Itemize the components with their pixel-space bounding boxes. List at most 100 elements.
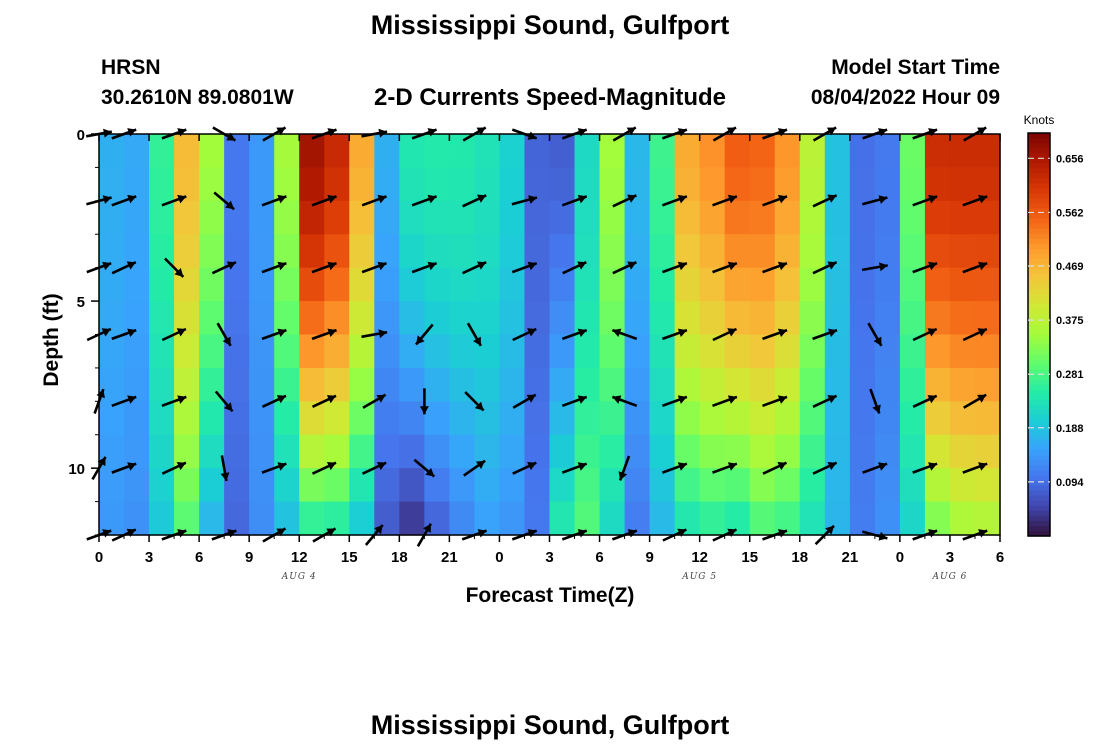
current-vector xyxy=(361,194,387,207)
heatmap-cell xyxy=(449,501,476,536)
current-vector xyxy=(661,261,688,274)
heatmap-cell xyxy=(824,134,851,169)
heatmap-cell xyxy=(399,434,425,469)
colorbar-segment xyxy=(1028,208,1050,215)
heatmap-cell xyxy=(174,468,200,503)
heatmap-cell xyxy=(499,200,526,235)
heatmap-cell xyxy=(949,468,976,503)
x-tick-label: 6 xyxy=(595,549,603,566)
heatmap-cell xyxy=(499,334,526,369)
heatmap-cell xyxy=(399,267,425,302)
colorbar-segment xyxy=(1028,490,1050,497)
current-vector xyxy=(812,461,838,475)
heatmap-cell xyxy=(874,167,901,202)
heatmap-cell xyxy=(799,134,826,169)
heatmap-cell xyxy=(149,334,175,369)
heatmap-cell xyxy=(599,334,626,369)
heatmap-cell xyxy=(849,334,876,369)
current-vector xyxy=(812,394,838,408)
heatmap-cell xyxy=(649,200,676,235)
heatmap-cell xyxy=(849,167,876,202)
heatmap-cell xyxy=(349,367,375,402)
x-axis-label: Forecast Time(Z) xyxy=(465,584,635,607)
colorbar-segment xyxy=(1028,450,1050,456)
heatmap-cell xyxy=(99,401,125,436)
heatmap-cell xyxy=(199,401,225,436)
heatmap-cell xyxy=(899,434,926,469)
current-vector xyxy=(661,395,688,408)
colorbar-segment xyxy=(1028,364,1050,371)
heatmap-cell xyxy=(199,267,225,302)
colorbar-tick-label: 0.469 xyxy=(1056,261,1084,273)
heatmap-cell xyxy=(424,200,450,235)
heatmap-cell xyxy=(774,134,801,169)
heatmap-cell xyxy=(899,301,926,336)
current-vector xyxy=(912,327,938,342)
colorbar-tick-label: 0.375 xyxy=(1056,315,1084,327)
heatmap-cell xyxy=(824,200,851,235)
heatmap-cell xyxy=(799,301,826,336)
current-vector xyxy=(963,393,987,409)
current-vector xyxy=(661,194,688,207)
current-vector xyxy=(411,261,438,274)
current-vector xyxy=(561,194,588,207)
heatmap-cell xyxy=(849,267,876,302)
heatmap-cell xyxy=(949,167,976,202)
current-vector xyxy=(261,328,287,341)
heatmap-cell xyxy=(399,134,425,169)
colorbar-segment xyxy=(1028,505,1050,512)
heatmap-cell xyxy=(374,334,400,369)
colorbar-segment xyxy=(1028,263,1050,270)
heatmap-cell xyxy=(349,434,375,469)
current-vector xyxy=(612,194,637,208)
x-tick-label: 18 xyxy=(391,549,408,566)
heatmap-cell xyxy=(649,434,676,469)
heatmap-cell xyxy=(649,367,676,402)
heatmap-cell xyxy=(749,134,776,169)
heatmap-cell xyxy=(249,334,275,369)
heatmap-cell xyxy=(874,267,901,302)
heatmap-cell xyxy=(749,167,776,202)
model-start-label: Model Start Time xyxy=(831,56,1000,79)
heatmap-cell xyxy=(699,200,726,235)
heatmap-cell xyxy=(249,501,275,536)
heatmap-cell xyxy=(99,167,125,202)
heatmap-cell xyxy=(649,267,676,302)
heatmap-cell xyxy=(549,301,576,336)
x-tick-label: 21 xyxy=(841,549,858,566)
x-tick-label: 6 xyxy=(996,549,1004,566)
heatmap-cell xyxy=(949,434,976,469)
current-vector xyxy=(618,455,631,481)
current-vector xyxy=(311,261,337,274)
colorbar-segment xyxy=(1028,410,1050,416)
heatmap-cell xyxy=(249,167,275,202)
heatmap-cell xyxy=(874,367,901,402)
colorbar-segment xyxy=(1028,525,1050,532)
heatmap-cell xyxy=(799,167,826,202)
current-vector xyxy=(762,461,788,475)
heatmap-cell xyxy=(449,167,476,202)
heatmap-cell xyxy=(899,267,926,302)
heatmap-cell xyxy=(899,501,926,536)
heatmap-cell xyxy=(624,367,651,402)
heatmap-cell xyxy=(524,200,551,235)
heatmap-cell xyxy=(474,367,501,402)
current-vector xyxy=(220,455,230,482)
heatmap-cell xyxy=(149,301,175,336)
colorbar-segment xyxy=(1028,168,1050,174)
heatmap-cell xyxy=(624,434,651,469)
colorbar-segment xyxy=(1028,188,1050,195)
x-tick-label: 0 xyxy=(95,549,103,566)
heatmap-cell xyxy=(749,501,776,536)
heatmap-cell xyxy=(399,167,425,202)
heatmap-cell xyxy=(299,501,325,536)
model-start-value: 08/04/2022 Hour 09 xyxy=(810,86,1000,109)
heatmap-cell xyxy=(149,401,175,436)
heatmap-cell xyxy=(849,434,876,469)
heatmap-cell xyxy=(374,401,400,436)
current-vector xyxy=(812,328,838,341)
heatmap-cell xyxy=(899,167,926,202)
heatmap-cell xyxy=(774,200,801,235)
current-vector xyxy=(464,391,485,412)
colorbar-segment xyxy=(1028,374,1050,381)
